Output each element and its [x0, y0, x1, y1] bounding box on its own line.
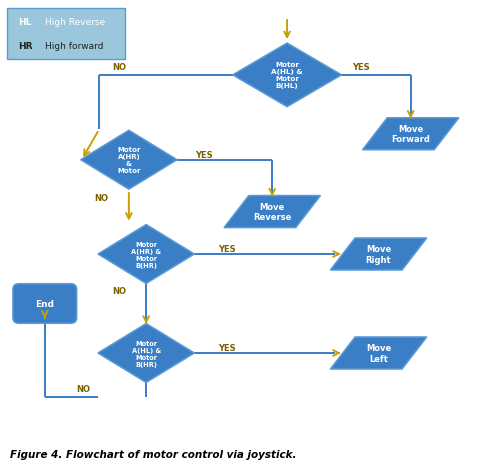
Polygon shape: [330, 337, 427, 369]
Text: NO: NO: [94, 194, 108, 203]
Text: Move
Left: Move Left: [366, 344, 391, 363]
Text: Motor
A(HR) &
Motor
B(HR): Motor A(HR) & Motor B(HR): [131, 241, 161, 268]
Polygon shape: [224, 196, 320, 228]
Text: Move
Forward: Move Forward: [392, 125, 430, 144]
Text: End: End: [36, 299, 54, 308]
Text: Figure 4. Flowchart of motor control via joystick.: Figure 4. Flowchart of motor control via…: [10, 449, 296, 459]
FancyBboxPatch shape: [6, 9, 125, 60]
Text: Motor
A(HL) &
Motor
B(HR): Motor A(HL) & Motor B(HR): [132, 340, 161, 367]
Text: NO: NO: [112, 287, 126, 296]
Text: Move
Right: Move Right: [366, 245, 392, 264]
Text: High forward: High forward: [45, 42, 104, 51]
Polygon shape: [232, 44, 342, 108]
Text: Move
Reverse: Move Reverse: [253, 202, 292, 222]
Polygon shape: [98, 324, 194, 383]
Polygon shape: [98, 225, 194, 284]
Text: YES: YES: [218, 343, 236, 352]
Polygon shape: [80, 131, 177, 190]
Text: YES: YES: [196, 150, 213, 159]
Text: Motor
A(HR)
&
Motor: Motor A(HR) & Motor: [117, 147, 140, 174]
Polygon shape: [362, 119, 459, 150]
Text: NO: NO: [112, 63, 126, 72]
Text: HR: HR: [18, 42, 33, 51]
Text: Motor
A(HL) &
Motor
B(HL): Motor A(HL) & Motor B(HL): [272, 62, 303, 89]
Text: HL: HL: [18, 18, 32, 27]
FancyBboxPatch shape: [13, 284, 76, 324]
Text: NO: NO: [76, 384, 90, 393]
Text: YES: YES: [352, 63, 370, 72]
Polygon shape: [330, 238, 427, 270]
Text: YES: YES: [218, 244, 236, 253]
Text: High Reverse: High Reverse: [45, 18, 105, 27]
